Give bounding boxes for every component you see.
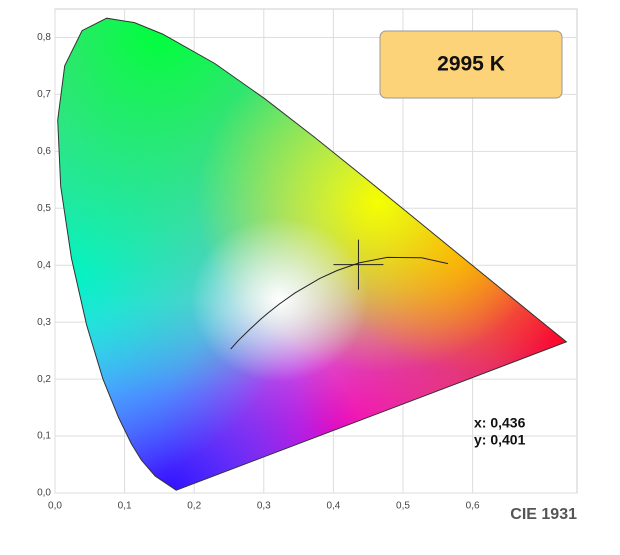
x-tick-label: 0,1 (118, 501, 132, 512)
annotation: y: 0,401 (474, 432, 526, 448)
y-tick-label: 0,3 (37, 317, 51, 328)
x-tick-label: 0,4 (326, 501, 340, 512)
y-tick-label: 0,2 (37, 374, 51, 385)
x-tick-label: 0,5 (396, 501, 410, 512)
y-tick-label: 0,4 (37, 260, 51, 271)
y-tick-label: 0,1 (37, 431, 51, 442)
y-tick-label: 0,7 (37, 89, 51, 100)
x-tick-label: 0,0 (48, 501, 62, 512)
spectral-locus (57, 17, 568, 491)
y-tick-label: 0,5 (37, 203, 51, 214)
cct-label: 2995 K (437, 53, 505, 76)
chart-title: CIE 1931 (510, 506, 577, 523)
y-tick-label: 0,8 (37, 32, 51, 43)
marks (57, 17, 568, 491)
x-tick-label: 0,3 (257, 501, 271, 512)
x-tick-label: 0,2 (187, 501, 201, 512)
annotation: x: 0,436 (474, 415, 526, 431)
y-tick-label: 0,6 (37, 146, 51, 157)
y-tick-label: 0,0 (37, 488, 51, 499)
x-tick-label: 0,6 (466, 501, 480, 512)
cct-box (379, 30, 563, 99)
planckian-locus (230, 256, 449, 350)
